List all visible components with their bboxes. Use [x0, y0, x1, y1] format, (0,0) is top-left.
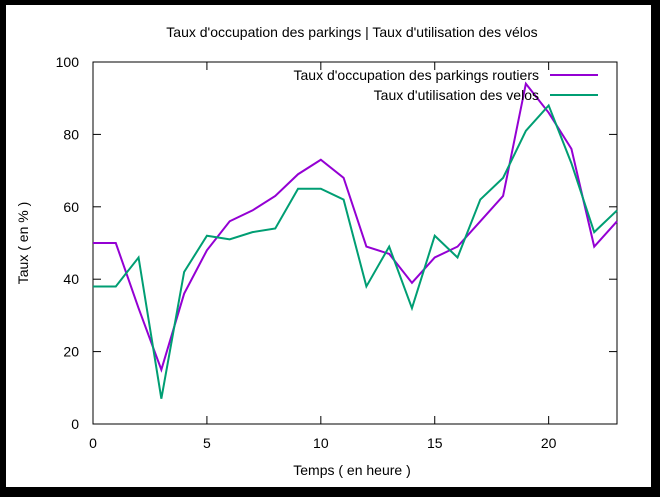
line-chart: Taux d'occupation des parkings | Taux d'… [15, 24, 618, 478]
series-layer [93, 81, 618, 399]
x-axis: 0 5 10 15 20 [89, 62, 557, 451]
series-line-2 [93, 103, 618, 399]
chart-title: Taux d'occupation des parkings | Taux d'… [166, 24, 537, 40]
x-axis-label: Temps ( en heure ) [293, 462, 411, 478]
x-tick-label: 5 [203, 435, 211, 451]
y-tick-label: 80 [63, 126, 79, 142]
legend-label-2: Taux d'utilisation des velos [374, 87, 539, 103]
x-tick-label: 15 [427, 435, 443, 451]
y-tick-label: 60 [63, 199, 79, 215]
y-tick-label: 40 [63, 271, 79, 287]
y-tick-label: 0 [71, 416, 79, 432]
x-tick-label: 10 [313, 435, 329, 451]
x-tick-label: 0 [89, 435, 97, 451]
x-tick-label: 20 [541, 435, 557, 451]
series-line-1 [93, 81, 618, 373]
legend-label-1: Taux d'occupation des parkings routiers [294, 67, 539, 83]
chart-frame: Taux d'occupation des parkings | Taux d'… [6, 5, 651, 487]
legend: Taux d'occupation des parkings routiers T… [294, 67, 598, 103]
y-axis-label: Taux ( en % ) [15, 202, 31, 284]
y-tick-label: 100 [56, 54, 80, 70]
y-tick-label: 20 [63, 344, 79, 360]
y-axis: 0 20 40 60 80 100 [56, 54, 617, 432]
